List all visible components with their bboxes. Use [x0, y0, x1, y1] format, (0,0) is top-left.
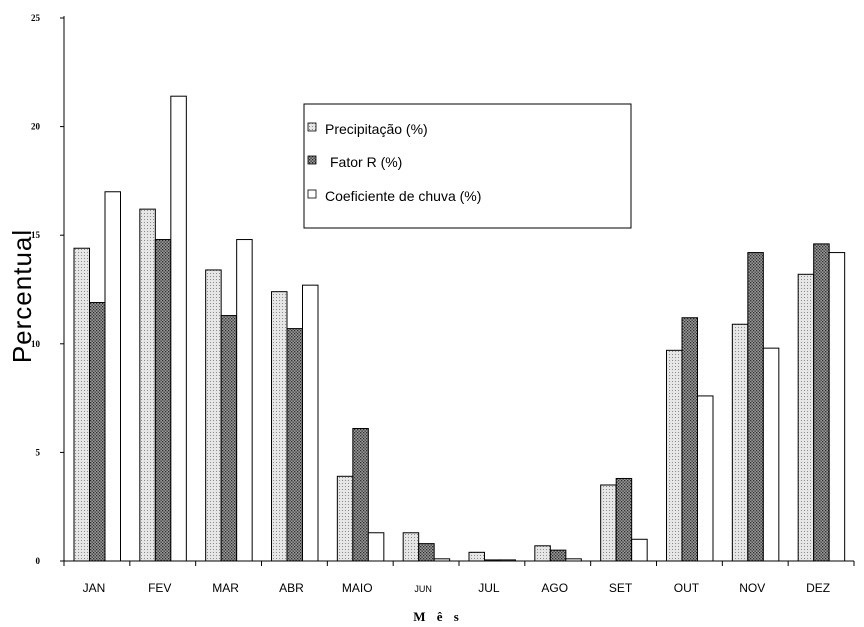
x-tick-label: SET — [609, 581, 633, 595]
bar-coeficiente-ago — [565, 558, 582, 562]
bar-precipitacao-set — [600, 484, 617, 562]
bar-coeficiente-out — [697, 395, 714, 562]
bar-fator-r-nov — [747, 252, 764, 562]
bar-precipitacao-abr — [271, 291, 288, 562]
axes — [60, 16, 855, 566]
bar-coeficiente-maio — [367, 532, 385, 562]
legend-swatch-coeficiente — [307, 189, 317, 199]
x-tick-label: JUL — [478, 581, 500, 595]
bar-fator-r-set — [615, 477, 633, 562]
bar-fator-r-jun — [418, 543, 435, 562]
bar-coeficiente-jun — [433, 558, 451, 562]
bar-precipitacao-nov — [731, 323, 749, 562]
x-tick-label: OUT — [674, 581, 700, 595]
legend-swatch-precipitacao — [307, 122, 317, 132]
bar-fator-r-jul — [484, 559, 501, 562]
bar-fator-r-out — [681, 317, 698, 562]
bar-fator-r-dez — [813, 243, 830, 562]
bar-coeficiente-abr — [302, 284, 319, 562]
bar-coeficiente-dez — [828, 252, 846, 562]
tick-labels: 0 5 10 15 20 25 JAN FEV MAR ABR MAIO JUN JUL AGO SET OU… — [31, 13, 830, 595]
bar-precipitacao-jul — [468, 551, 485, 562]
legend: Precipitação (%) Fator R (%) Coeficiente… — [303, 103, 632, 229]
bars-group — [73, 95, 846, 562]
bar-precipitacao-out — [666, 349, 683, 562]
bar-coeficiente-fev — [170, 95, 187, 562]
bar-precipitacao-dez — [797, 273, 815, 562]
bar-precipitacao-mar — [205, 269, 222, 562]
bar-precipitacao-ago — [534, 545, 551, 562]
bar-coeficiente-set — [631, 538, 648, 562]
legend-swatch-fator-r — [307, 155, 317, 165]
bar-precipitacao-jun — [402, 532, 420, 562]
x-tick-label: DEZ — [806, 581, 830, 595]
legend-box — [303, 103, 632, 229]
bar-coeficiente-nov — [762, 347, 780, 562]
bar-fator-r-ago — [549, 549, 567, 562]
x-tick-label: MAIO — [342, 581, 373, 595]
y-tick-label: 10 — [31, 339, 41, 349]
y-axis-label: Percentual — [7, 229, 37, 363]
bar-coeficiente-jul — [499, 559, 516, 562]
bar-coeficiente-mar — [236, 239, 253, 562]
legend-label-coeficiente: Coeficiente de chuva (%) — [325, 188, 481, 204]
bar-fator-r-fev — [154, 239, 172, 562]
bar-fator-r-abr — [286, 328, 303, 562]
y-tick-label: 0 — [36, 556, 41, 566]
bar-fator-r-mar — [220, 315, 238, 562]
bar-precipitacao-jan — [73, 247, 90, 562]
y-tick-label: 15 — [31, 230, 41, 240]
x-axis-label: M ê s — [413, 609, 463, 624]
x-tick-label: JAN — [83, 581, 106, 595]
bar-fator-r-jan — [89, 302, 106, 562]
bar-precipitacao-fev — [139, 208, 156, 562]
x-tick-label: NOV — [739, 581, 765, 595]
y-tick-label: 5 — [36, 447, 41, 457]
x-tick-label: JUN — [414, 584, 432, 594]
bar-fator-r-maio — [352, 428, 369, 562]
bar-precipitacao-maio — [336, 475, 354, 562]
legend-label-fator-r: Fator R (%) — [330, 154, 402, 170]
y-tick-label: 25 — [31, 13, 41, 23]
bar-coeficiente-jan — [104, 191, 121, 562]
x-tick-label: AGO — [541, 581, 568, 595]
x-tick-label: ABR — [279, 581, 304, 595]
legend-label-precipitacao: Precipitação (%) — [325, 121, 428, 137]
x-tick-label: FEV — [148, 581, 171, 595]
x-tick-label: MAR — [212, 581, 239, 595]
y-tick-label: 20 — [31, 122, 41, 132]
